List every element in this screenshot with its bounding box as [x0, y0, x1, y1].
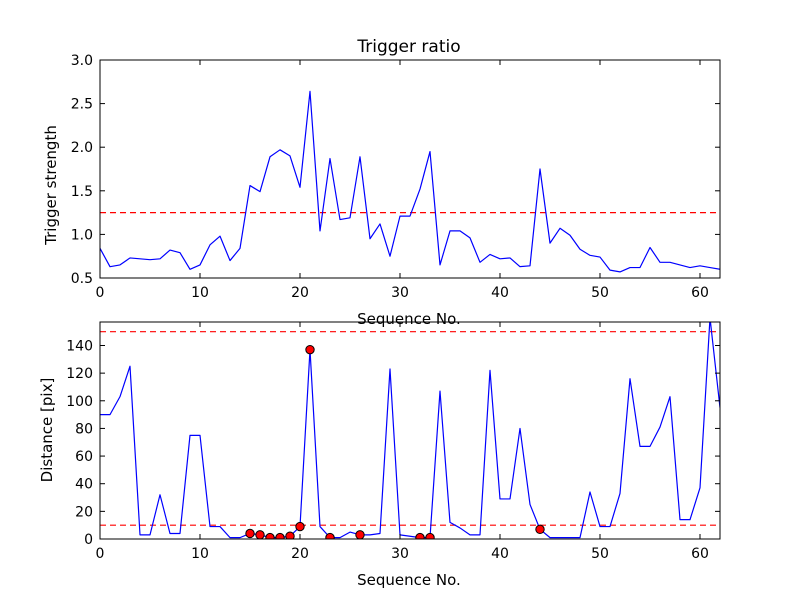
x-tick-label: 0 [96, 285, 105, 301]
y-axis-label: Trigger strength [42, 125, 60, 246]
y-tick-label: 80 [75, 421, 93, 437]
plot-area [100, 90, 720, 273]
y-tick-label: 0.5 [71, 271, 93, 287]
y-tick-label: 0 [84, 532, 93, 548]
data-point-marker [415, 532, 425, 539]
axes-frame [99, 59, 721, 279]
y-tick-label: 20 [75, 504, 93, 520]
chart-title: Trigger ratio [356, 37, 460, 57]
data-point-marker [425, 532, 435, 539]
y-tick-label: 140 [66, 338, 93, 354]
y-tick-label: 40 [75, 477, 93, 493]
axes-frame [99, 321, 721, 540]
plot-area [100, 322, 720, 539]
x-tick-label: 30 [391, 285, 409, 301]
x-axis-label: Sequence No. [357, 571, 461, 589]
y-axis-label: Distance [pix] [38, 378, 56, 483]
x-tick-label: 60 [691, 546, 709, 562]
x-tick-label: 50 [591, 546, 609, 562]
data-point-marker [355, 530, 365, 539]
series-line [100, 90, 720, 273]
x-tick-label: 50 [591, 285, 609, 301]
distance-panel: Sequence No. Distance [pix] 0 10 20 30 40 50 6… [38, 321, 721, 589]
x-tick-label: 20 [291, 546, 309, 562]
y-tick-label: 100 [66, 394, 93, 410]
data-point-marker [265, 532, 275, 539]
y-tick-label: 60 [75, 449, 93, 465]
trigger-ratio-panel: Trigger ratio Sequence No. Trigger stren… [42, 37, 721, 328]
y-tick-label: 120 [66, 366, 93, 382]
x-tick-label: 10 [191, 546, 209, 562]
series-line [100, 322, 720, 539]
x-axis-label: Sequence No. [357, 310, 461, 328]
y-tick-label: 1.5 [71, 184, 93, 200]
y-tick-label: 2.0 [71, 140, 93, 156]
y-tick-label: 2.5 [71, 97, 93, 113]
data-point-marker [285, 531, 295, 539]
data-point-marker [325, 532, 335, 539]
x-tick-label: 60 [691, 285, 709, 301]
data-point-marker [295, 521, 305, 532]
x-tick-label: 40 [491, 546, 509, 562]
data-point-marker [255, 530, 265, 539]
y-tick-label: 1.0 [71, 227, 93, 243]
x-tick-label: 40 [491, 285, 509, 301]
data-point-marker [535, 524, 545, 535]
y-tick-label: 3.0 [71, 53, 93, 69]
x-tick-label: 0 [96, 546, 105, 562]
data-point-marker [305, 344, 315, 355]
x-tick-label: 10 [191, 285, 209, 301]
x-tick-label: 20 [291, 285, 309, 301]
x-tick-label: 30 [391, 546, 409, 562]
data-point-marker [245, 528, 255, 539]
data-point-marker [275, 532, 285, 539]
